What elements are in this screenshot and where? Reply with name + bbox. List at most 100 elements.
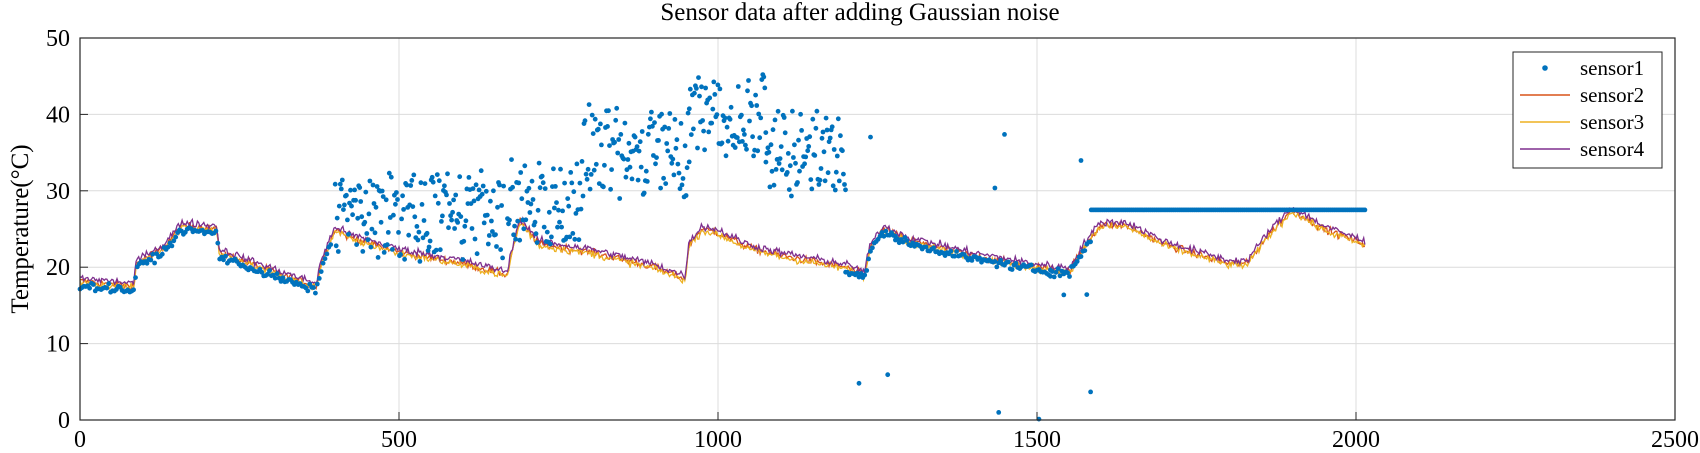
x-tick-label: 1000 xyxy=(694,427,742,453)
sensor1-point xyxy=(568,170,574,175)
sensor1-point xyxy=(652,120,657,125)
sensor1-point xyxy=(670,156,676,162)
sensor1-point xyxy=(370,182,376,188)
sensor1-point xyxy=(410,204,416,210)
sensor1-point xyxy=(840,148,845,154)
sensor1-point xyxy=(677,186,683,192)
sensor1-point xyxy=(518,170,524,175)
sensor1-point xyxy=(314,281,320,287)
sensor1-point xyxy=(265,271,270,277)
sensor1-point xyxy=(663,181,669,187)
sensor1-point xyxy=(637,139,643,145)
sensor1-point xyxy=(349,203,354,209)
sensor1-point xyxy=(470,186,476,192)
sensor1-point xyxy=(682,143,688,149)
sensor1-point xyxy=(672,117,678,122)
sensor1-point xyxy=(104,285,110,291)
sensor1-point xyxy=(714,112,720,117)
sensor1-point xyxy=(802,161,807,167)
sensor1-point xyxy=(749,103,754,109)
sensor1-point xyxy=(697,93,702,99)
sensor1-point xyxy=(576,237,582,243)
sensor1-point xyxy=(341,207,346,213)
sensor1-point xyxy=(948,248,954,254)
sensor1-point xyxy=(743,142,748,148)
sensor1-point xyxy=(346,231,351,237)
sensor1-point xyxy=(418,180,424,186)
sensor1-point xyxy=(381,250,387,255)
sensor1-point xyxy=(558,166,563,172)
sensor1-point xyxy=(585,166,591,172)
sensor1-point xyxy=(386,170,392,176)
sensor1-point xyxy=(586,102,592,107)
sensor1-point xyxy=(353,197,358,203)
x-tick-label: 1500 xyxy=(1013,427,1061,453)
sensor1-point xyxy=(732,145,738,150)
x-tick-label: 2500 xyxy=(1651,427,1699,453)
sensor1-point xyxy=(133,275,138,280)
sensor1-point xyxy=(992,259,998,264)
sensor1-point xyxy=(422,181,428,187)
sensor1-point xyxy=(883,228,889,234)
sensor1-point xyxy=(761,74,767,80)
sensor1-point xyxy=(658,185,663,191)
sensor1-point xyxy=(462,223,468,229)
sensor1-point xyxy=(636,148,642,154)
sensor1-point xyxy=(335,249,341,254)
sensor1-point xyxy=(645,131,651,137)
x-tick-label: 2000 xyxy=(1332,427,1380,453)
sensor1-point xyxy=(519,196,525,202)
sensor1-point xyxy=(781,115,787,120)
sensor1-point xyxy=(334,215,340,221)
sensor1-point xyxy=(808,177,814,183)
sensor1-point xyxy=(322,256,328,262)
sensor1-point xyxy=(786,187,792,193)
sensor1-point xyxy=(421,218,427,223)
sensor1-point xyxy=(570,231,576,236)
sensor1-point xyxy=(549,234,554,240)
sensor1-point xyxy=(599,142,604,148)
sensor1-point xyxy=(532,219,538,225)
sensor1-point xyxy=(679,182,685,188)
sensor1-point xyxy=(437,247,443,253)
sensor1-point xyxy=(820,129,826,135)
sensor1-point xyxy=(607,143,612,149)
sensor1-point xyxy=(375,255,381,260)
sensor1-point xyxy=(267,268,272,274)
sensor1-point xyxy=(489,218,494,224)
sensor1-point xyxy=(798,111,803,117)
sensor1-point xyxy=(430,179,436,185)
plot-frame xyxy=(79,37,1676,421)
sensor1-point xyxy=(412,214,418,220)
sensor1-point xyxy=(332,181,338,187)
sensor1-point xyxy=(148,257,154,263)
sensor1-point xyxy=(537,185,543,191)
sensor1-point xyxy=(426,244,432,250)
sensor1-point xyxy=(552,205,557,211)
sensor1-point xyxy=(432,193,438,199)
sensor1-point xyxy=(540,180,546,186)
sensor1-point xyxy=(529,178,535,184)
sensor1-point xyxy=(900,239,906,245)
sensor1-point xyxy=(1078,254,1084,259)
sensor1-point xyxy=(621,156,627,162)
sensor1-point xyxy=(805,148,811,154)
sensor1-point xyxy=(787,163,793,169)
sensor1-point xyxy=(1061,292,1067,298)
sensor1-point xyxy=(592,116,598,122)
sensor1-point xyxy=(1362,207,1368,213)
sensor1-point xyxy=(152,260,158,266)
sensor1-point xyxy=(662,124,668,130)
sensor1-point xyxy=(823,115,829,121)
sensor1-point xyxy=(555,224,560,230)
sensor1-point xyxy=(408,183,414,188)
sensor1-point xyxy=(1051,274,1057,280)
sensor1-point xyxy=(409,178,415,183)
sensor1-point xyxy=(638,164,644,170)
sensor1-point xyxy=(360,249,366,254)
sensor1-point xyxy=(390,247,395,252)
sensor1-point xyxy=(747,118,752,124)
sensor1-point xyxy=(665,148,671,154)
sensor1-point xyxy=(324,251,330,257)
